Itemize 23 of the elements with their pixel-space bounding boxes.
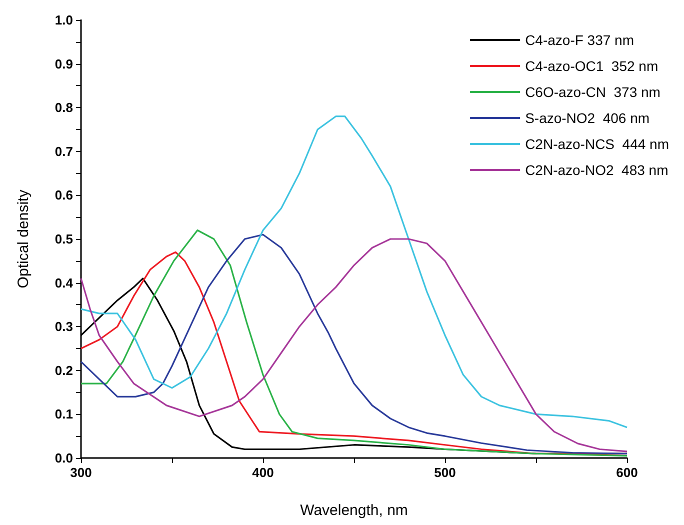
y-tick-label: 0.2 <box>54 362 73 378</box>
x-tick-label: 600 <box>616 465 638 480</box>
y-tick-label: 0.1 <box>54 406 73 422</box>
x-tick-label: 400 <box>252 465 274 480</box>
legend-label: C2N-azo-NO2 483 nm <box>525 162 668 178</box>
y-tick-label: 0.8 <box>54 100 73 116</box>
y-tick-label: 0.3 <box>54 319 73 334</box>
y-tick-label: 0.9 <box>54 56 73 72</box>
y-tick-label: 0.5 <box>54 232 73 246</box>
y-tick-label: 0.7 <box>54 144 73 159</box>
legend-label: C4-azo-F 337 nm <box>525 32 634 48</box>
y-tick-label: 1.0 <box>54 12 73 28</box>
y-axis-title: Optical density <box>15 189 32 288</box>
legend-label: S-azo-NO2 406 nm <box>525 110 650 126</box>
x-tick-label: 500 <box>434 465 456 480</box>
y-tick-label: 0.0 <box>54 450 73 466</box>
y-tick-label: 0.4 <box>54 275 74 290</box>
y-tick-label: 0.6 <box>54 188 73 203</box>
legend-label: C4-azo-OC1 352 nm <box>525 58 658 74</box>
legend-label: C6O-azo-CN 373 nm <box>525 84 660 100</box>
legend-label: C2N-azo-NCS 444 nm <box>525 136 669 152</box>
x-axis-title: Wavelength, nm <box>300 502 408 519</box>
x-tick-label: 300 <box>70 465 92 480</box>
